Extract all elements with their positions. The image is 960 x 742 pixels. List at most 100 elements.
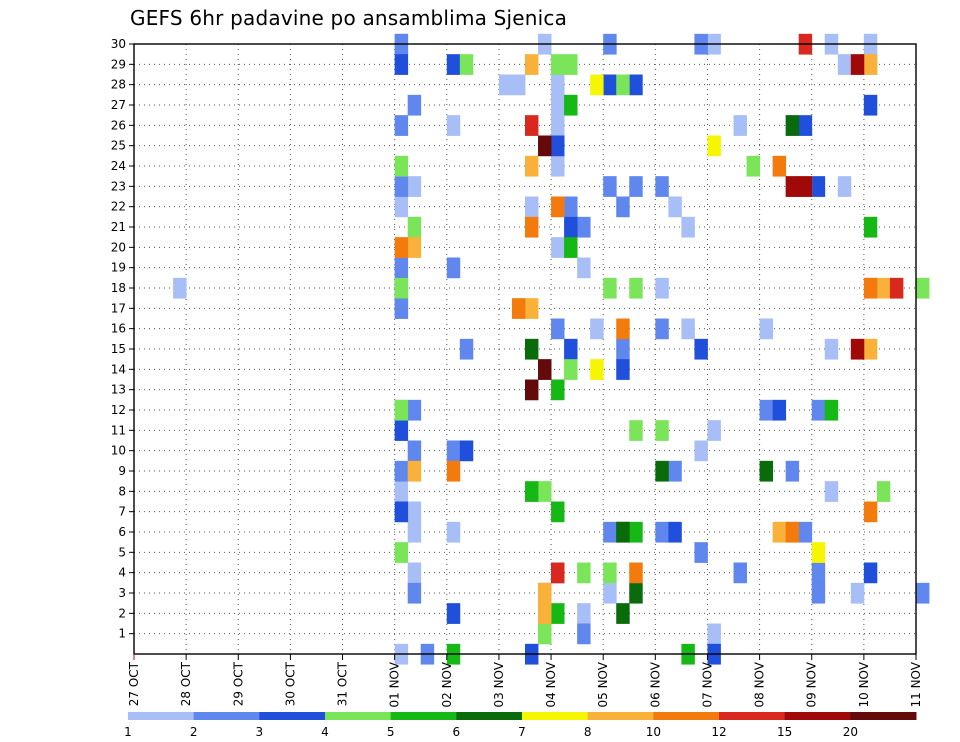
colorbar-segment [128,712,195,720]
data-cell [798,115,813,136]
y-tick-label: 1 [118,627,126,641]
x-tick-label: 27 OCT [127,661,141,706]
data-cell [394,420,409,441]
colorbar-segment [719,712,786,720]
data-cell [785,521,800,543]
data-cell [798,176,813,197]
y-tick-label: 17 [111,301,126,315]
data-cell [850,54,865,75]
data-cell [394,176,409,197]
y-tick-label: 21 [111,220,126,234]
data-cell [759,399,774,421]
data-cell [603,582,617,604]
x-tick-label: 31 OCT [336,661,350,706]
data-cell [394,237,409,258]
data-cell [785,115,800,136]
data-cell [733,562,747,584]
data-cell [394,277,409,299]
colorbar-label: 12 [711,725,726,739]
data-cell [616,603,630,624]
colorbar-label: 4 [321,725,329,739]
x-tick-label: 05 NOV [596,661,610,707]
data-cell [616,74,630,96]
data-cell [603,74,617,96]
data-cell [811,399,826,421]
data-cell [590,74,604,96]
data-cell [564,196,578,218]
data-cell [603,521,617,543]
data-cell [759,460,774,482]
data-cell [564,359,578,380]
data-cell [551,155,565,177]
data-cell [498,74,513,96]
data-cell [863,216,878,238]
x-tick-label: 08 NOV [753,661,767,707]
data-cell [394,481,409,502]
data-cell [603,277,617,299]
y-tick-label: 4 [118,566,126,580]
data-cell [525,481,539,502]
data-cell [863,54,878,75]
data-cell [394,298,409,319]
data-cell [564,338,578,360]
data-cell [173,277,187,299]
data-cell [694,338,708,360]
data-cell [616,338,630,360]
data-cell [564,216,578,238]
y-tick-label: 26 [111,118,126,132]
data-cell [551,237,565,258]
data-cell [603,176,617,197]
data-cell [551,54,565,75]
data-cell [394,196,409,218]
y-tick-label: 5 [118,545,126,559]
colorbar-label: 10 [646,725,661,739]
y-tick-label: 10 [111,444,126,458]
data-cell [681,318,695,340]
data-cell [577,603,591,624]
y-tick-label: 12 [111,403,126,417]
data-cell [538,135,552,157]
data-cell [459,54,474,75]
y-tick-label: 23 [111,179,126,193]
colorbar-label: 8 [584,725,592,739]
data-cell [811,582,826,604]
data-cell [590,359,604,380]
data-cell [577,257,591,279]
data-cell [551,94,565,116]
x-tick-label: 28 OCT [179,661,193,706]
y-tick-label: 16 [111,322,126,336]
data-cell [564,237,578,258]
data-cell [876,481,891,502]
y-tick-label: 30 [111,37,126,51]
colorbar-segment [193,712,260,720]
data-cell [811,562,826,584]
data-cell [876,277,891,299]
data-cell [551,562,565,584]
x-tick-label: 03 NOV [492,661,506,707]
data-cell [629,521,643,543]
data-cell [603,562,617,584]
y-tick-label: 19 [111,261,126,275]
data-cell [407,562,422,584]
data-cell [538,582,552,604]
data-cell [590,318,604,340]
data-cell [551,196,565,218]
data-cell [525,338,539,360]
colorbar-label: 15 [777,725,792,739]
colorbar-segment [390,712,457,720]
data-cell [707,420,721,441]
data-cell [629,277,643,299]
data-cell [863,501,878,523]
data-cell [551,135,565,157]
data-cell [525,216,539,238]
data-cell [811,542,826,563]
data-cell [394,54,409,75]
data-cell [525,155,539,177]
data-cell [525,298,539,319]
data-cell [824,399,839,421]
colorbar-segment [587,712,654,720]
x-tick-label: 11 NOV [909,661,923,707]
data-cell [446,257,461,279]
data-cell [394,257,409,279]
